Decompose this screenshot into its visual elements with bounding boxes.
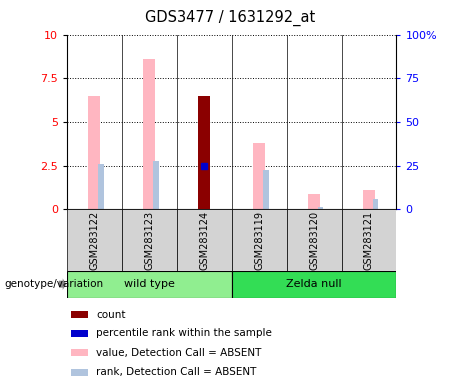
Text: wild type: wild type: [124, 279, 175, 289]
Bar: [71, 330, 89, 337]
Text: GSM283121: GSM283121: [364, 210, 374, 270]
Bar: [71, 349, 89, 356]
Bar: [98, 164, 104, 209]
Bar: [177, 209, 231, 271]
Bar: [71, 311, 89, 318]
Bar: [231, 271, 396, 298]
Bar: [318, 207, 324, 209]
Text: GDS3477 / 1631292_at: GDS3477 / 1631292_at: [145, 10, 316, 26]
Text: Zelda null: Zelda null: [286, 279, 342, 289]
Bar: [342, 209, 396, 271]
Text: GSM283124: GSM283124: [199, 210, 209, 270]
Text: rank, Detection Call = ABSENT: rank, Detection Call = ABSENT: [96, 367, 257, 377]
Text: value, Detection Call = ABSENT: value, Detection Call = ABSENT: [96, 348, 261, 358]
Bar: [67, 209, 122, 271]
Text: GSM283122: GSM283122: [89, 210, 99, 270]
Bar: [198, 96, 210, 209]
Bar: [263, 170, 268, 209]
Bar: [67, 271, 231, 298]
Bar: [373, 199, 378, 209]
Text: percentile rank within the sample: percentile rank within the sample: [96, 328, 272, 338]
Bar: [153, 161, 159, 209]
Text: genotype/variation: genotype/variation: [5, 279, 104, 289]
Bar: [287, 209, 342, 271]
Text: GSM283120: GSM283120: [309, 210, 319, 270]
Bar: [143, 59, 155, 209]
Bar: [253, 143, 265, 209]
Bar: [88, 96, 100, 209]
Bar: [231, 209, 287, 271]
Text: count: count: [96, 310, 126, 320]
Text: GSM283119: GSM283119: [254, 210, 264, 270]
Bar: [363, 190, 375, 209]
Bar: [71, 369, 89, 376]
Bar: [308, 194, 320, 209]
Bar: [122, 209, 177, 271]
Text: GSM283123: GSM283123: [144, 210, 154, 270]
